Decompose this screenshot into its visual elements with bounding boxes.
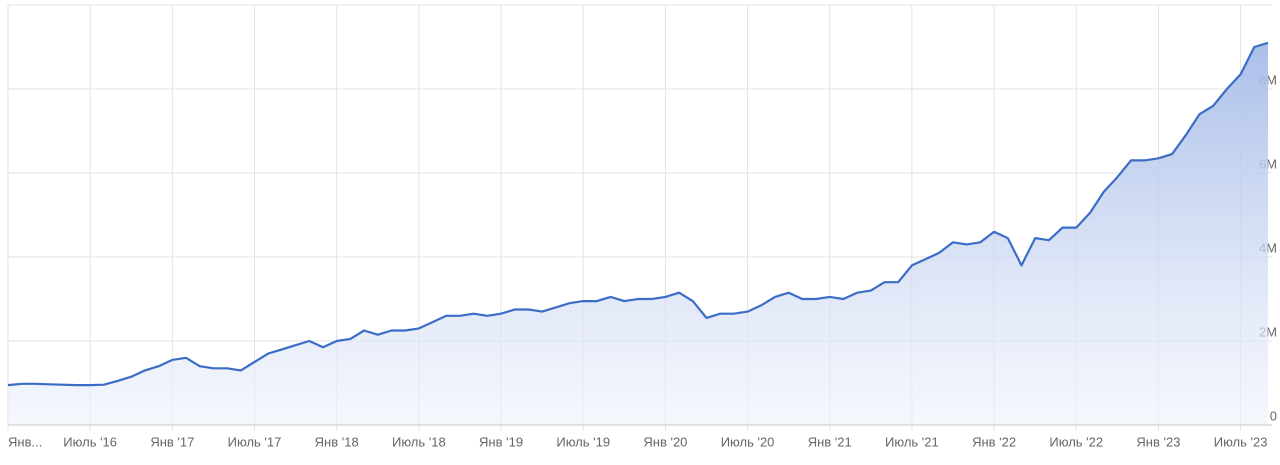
area-fill [8, 42, 1268, 426]
x-tick-label: Янв '22 [972, 434, 1016, 449]
x-tick-label: Янв '23 [1136, 434, 1180, 449]
x-tick-label: Июль '23 [1214, 434, 1268, 449]
x-tick-label: Янв... [8, 434, 42, 449]
x-tick-label: Июль '20 [721, 434, 775, 449]
x-tick-label: Янв '19 [479, 434, 523, 449]
y-tick-label: 0 [1270, 408, 1277, 423]
x-tick-label: Янв '17 [150, 434, 194, 449]
x-tick-label: Июль '22 [1049, 434, 1103, 449]
x-tick-label: Янв '18 [315, 434, 359, 449]
x-tick-label: Июль '18 [392, 434, 446, 449]
x-tick-label: Июль '16 [63, 434, 117, 449]
x-tick-label: Янв '20 [643, 434, 687, 449]
x-tick-label: Июль '17 [228, 434, 282, 449]
x-tick-label: Янв '21 [808, 434, 852, 449]
line [7, 41, 1269, 387]
x-tick-label: Июль '19 [556, 434, 610, 449]
x-tick-label: Июль '21 [885, 434, 939, 449]
